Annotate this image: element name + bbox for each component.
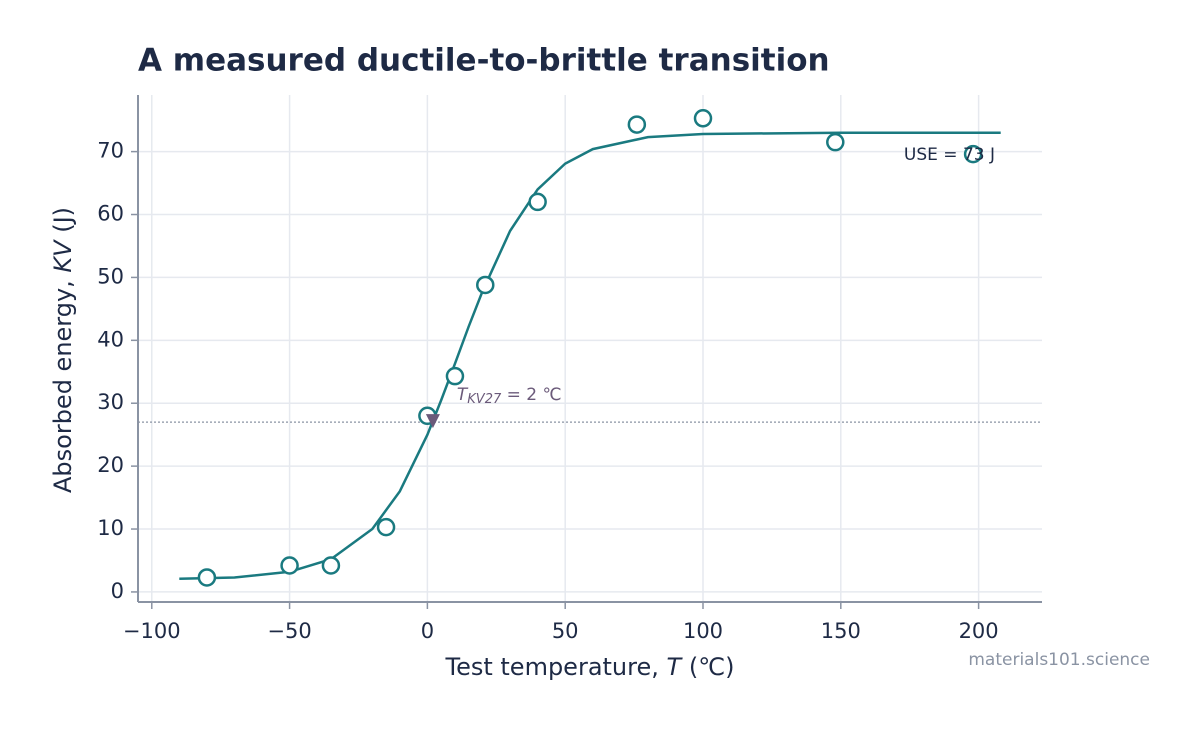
y-tick-label: 0 — [111, 579, 124, 603]
data-point — [321, 556, 341, 575]
x-label-text: Test temperature, — [445, 653, 667, 681]
data-point — [197, 568, 217, 587]
x-label-unit: (℃) — [681, 653, 734, 681]
data-point — [280, 556, 299, 575]
threshold-label: TKV27 = 2 ℃ — [457, 385, 562, 407]
y-tick-label: 70 — [97, 139, 124, 163]
threshold-symbol: T — [457, 385, 469, 405]
y-tick-label: 30 — [97, 390, 124, 414]
watermark: materials101.science — [968, 650, 1150, 670]
data-point — [528, 192, 547, 212]
threshold-subscript: KV27 — [467, 392, 502, 407]
grid — [138, 95, 1042, 602]
y-tick-label: 20 — [97, 453, 124, 477]
threshold-value: = 2 ℃ — [501, 385, 561, 405]
data-point — [627, 115, 647, 134]
use-label: USE = 73 J — [904, 145, 995, 165]
x-tick-label: −50 — [267, 619, 311, 643]
x-tick-label: 150 — [821, 619, 861, 643]
data-point — [476, 275, 495, 295]
y-tick-label: 50 — [97, 264, 124, 288]
x-tick-label: 200 — [959, 619, 999, 643]
y-label-symbol: KV — [49, 239, 77, 273]
y-tick-label: 60 — [97, 202, 124, 226]
plot-area: TKV27 = 2 ℃ USE = 73 J — [138, 109, 1042, 587]
y-label-unit: (J) — [49, 207, 77, 240]
data-point — [963, 144, 983, 164]
data-point — [445, 366, 465, 386]
x-axis-label: Test temperature, T (℃) — [445, 653, 735, 681]
y-label-text: Absorbed energy, — [49, 273, 77, 493]
x-label-symbol: T — [667, 653, 684, 681]
chart-title: A measured ductile-to-brittle transition — [138, 43, 830, 79]
x-tick-label: 0 — [421, 619, 434, 643]
y-tick-label: 40 — [97, 327, 124, 351]
y-axis-label: Absorbed energy, KV (J) — [49, 207, 77, 493]
x-tick-label: −100 — [123, 619, 181, 643]
y-tick-label: 10 — [97, 516, 124, 540]
x-tick-label: 100 — [683, 619, 723, 643]
x-tick-label: 50 — [552, 619, 579, 643]
data-point — [826, 132, 845, 152]
threshold-marker — [425, 414, 440, 429]
data-point — [376, 517, 396, 537]
fit-curve — [179, 131, 1001, 580]
data-point — [693, 109, 713, 128]
